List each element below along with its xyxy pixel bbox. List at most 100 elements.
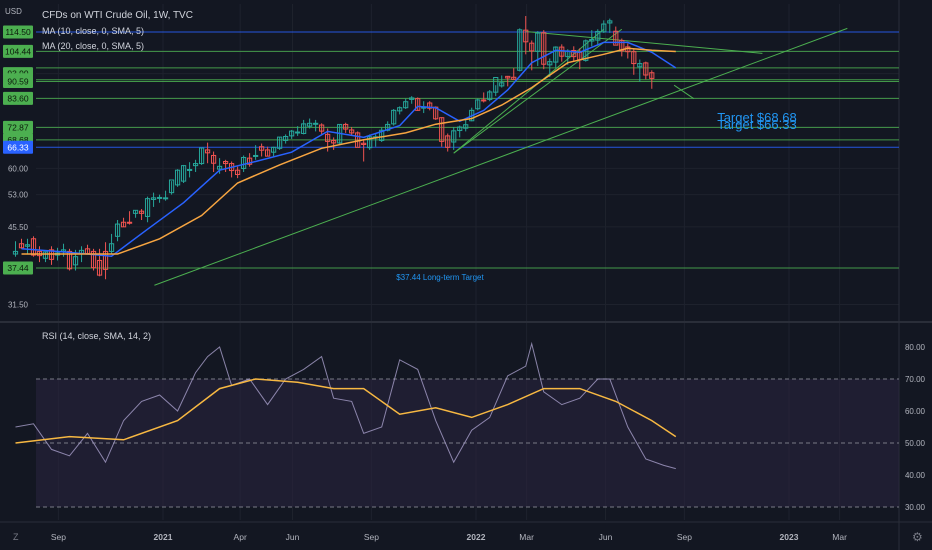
rsi-pane (15, 341, 899, 508)
candle-body (24, 244, 31, 247)
price-tick-label: 60.00 (8, 164, 29, 173)
candle-body (253, 154, 259, 157)
candle-body (601, 23, 607, 33)
price-tick-label: 45.50 (8, 223, 29, 232)
candle-body (481, 99, 487, 102)
candle-body (150, 197, 157, 200)
candle-body (204, 149, 211, 154)
candle-body (343, 123, 349, 130)
rsi-axis[interactable]: 30.00 40.00 50.00 60.00 70.00 80.00 (905, 343, 926, 512)
candle-body (180, 165, 187, 182)
trend-line (154, 27, 848, 286)
price-target-annotation: Target $66.33 (717, 117, 797, 132)
candle-body (72, 256, 79, 266)
candle-body (96, 259, 103, 276)
candle-body (613, 30, 619, 46)
candle-body (637, 63, 643, 68)
price-label-text: 72.87 (7, 122, 29, 132)
ma20-line (21, 47, 676, 255)
price-axis[interactable]: 31.5045.5053.0060.00114.50104.4493.9991.… (3, 25, 33, 310)
time-axis[interactable]: Sep 2021 Apr Jun Sep 2022 Mar Jun Sep 2023 Mar (51, 532, 847, 542)
rsi-tick-label: 50.00 (905, 439, 926, 448)
ma10-legend[interactable]: MA (10, close, 0, SMA, 5) (42, 26, 145, 36)
candle-body (325, 133, 331, 142)
ma20-legend[interactable]: MA (20, close, 0, SMA, 5) (42, 41, 145, 51)
candle-body (186, 168, 193, 171)
candle-body (42, 251, 49, 259)
zoom-icon[interactable]: Z (13, 532, 19, 542)
rsi-tick-label: 70.00 (905, 375, 926, 384)
rsi-line (15, 341, 676, 470)
candle-body (108, 243, 115, 252)
long-term-target-annotation: $37.44 Long-term Target (396, 273, 484, 282)
candle-body (607, 20, 613, 24)
candle-body (114, 223, 121, 237)
candle-body (463, 124, 469, 129)
rsi-legend[interactable]: RSI (14, close, SMA, 14, 2) (42, 331, 152, 341)
candle-body (210, 154, 217, 164)
candle-body (631, 51, 637, 65)
candle-body (439, 117, 445, 142)
candle-body (523, 29, 529, 43)
trend-line (525, 30, 763, 54)
price-tick-label: 53.00 (8, 191, 29, 200)
candle-body (120, 221, 127, 228)
candle-body (445, 135, 451, 148)
price-label-badge (3, 91, 33, 105)
chart-title: CFDs on WTI Crude Oil, 1W, TVC (42, 10, 193, 21)
rsi-tick-label: 40.00 (905, 471, 926, 480)
candle-body (427, 102, 433, 109)
candle-body (379, 129, 385, 141)
candle-body (247, 157, 253, 165)
candle-body (487, 91, 493, 100)
candle-body (553, 46, 559, 63)
time-tick-label: Sep (364, 532, 379, 542)
candle-body (499, 82, 505, 87)
candle-body (619, 39, 625, 52)
candle-body (102, 250, 109, 270)
candle-body (457, 126, 463, 132)
candle-body (271, 146, 277, 153)
candle-body (589, 39, 595, 42)
rsi-tick-label: 30.00 (905, 503, 926, 512)
candle-body (529, 42, 535, 52)
candle-body (361, 142, 367, 146)
candle-body (307, 122, 313, 127)
rsi-tick-label: 60.00 (905, 407, 926, 416)
candle-body (277, 136, 283, 149)
time-tick-label: Sep (51, 532, 66, 542)
price-label-badge (3, 25, 33, 39)
candle-body (643, 62, 649, 76)
price-tick-label: 31.50 (8, 300, 29, 309)
price-label-text: 90.59 (7, 76, 29, 86)
candle-body (415, 98, 421, 111)
price-label-text: 37.44 (7, 263, 29, 273)
price-label-badge (3, 261, 33, 275)
price-label-badge (3, 74, 33, 88)
candle-body (517, 29, 523, 71)
horizontal-levels[interactable] (36, 31, 899, 269)
candle-body (192, 163, 199, 167)
time-tick-label: Apr (234, 532, 247, 542)
price-label-text: 83.60 (7, 93, 29, 103)
trend-line (453, 28, 623, 154)
candle-body (259, 146, 265, 151)
candle-body (391, 109, 397, 125)
candle-body (349, 129, 355, 134)
candle-body (235, 169, 241, 176)
trend-lines[interactable] (154, 27, 848, 286)
gear-icon[interactable]: ⚙ (912, 530, 923, 544)
candle-body (511, 76, 517, 80)
currency-label: USD (5, 7, 22, 16)
candle-body (313, 122, 319, 125)
price-label-text: 66.33 (7, 142, 29, 152)
candle-body (168, 179, 175, 194)
price-label-badge (3, 44, 33, 58)
rsi-tick-label: 80.00 (905, 343, 926, 352)
candle-body (126, 221, 133, 224)
candle-body (367, 136, 373, 149)
candle-body (222, 161, 229, 165)
candle-body (451, 130, 457, 143)
price-target-annotation: Target $68.68 (717, 110, 797, 125)
